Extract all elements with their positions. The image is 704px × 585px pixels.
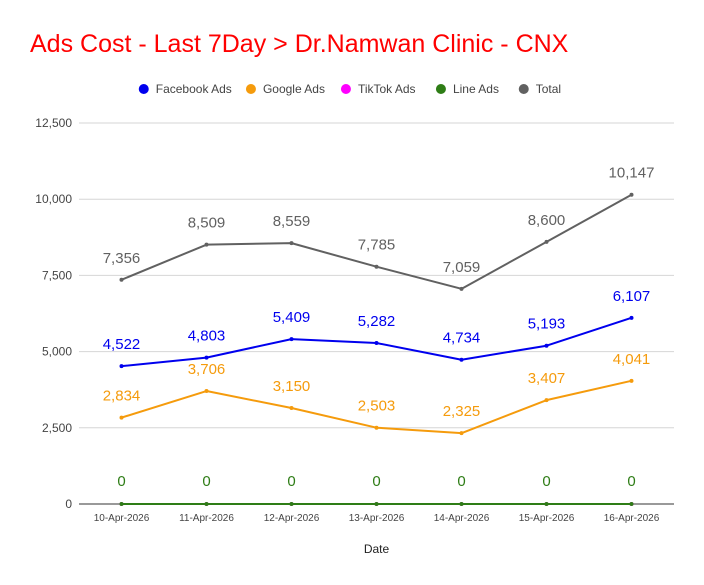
data-label: 0 <box>372 473 380 490</box>
data-label: 0 <box>542 473 550 490</box>
data-point <box>119 364 124 369</box>
x-tick-label: 14-Apr-2026 <box>434 513 490 524</box>
legend-marker <box>518 84 529 94</box>
data-point <box>629 192 634 197</box>
data-point <box>459 431 464 436</box>
data-label: 0 <box>627 473 635 490</box>
data-label: 6,107 <box>613 288 651 305</box>
data-label: 4,522 <box>103 336 141 353</box>
data-point <box>459 502 464 506</box>
data-label: 0 <box>457 473 465 490</box>
data-label: 3,150 <box>273 378 311 395</box>
y-tick-label: 5,000 <box>42 345 72 359</box>
legend-marker <box>435 84 446 94</box>
data-point <box>119 502 124 506</box>
data-label: 5,193 <box>528 316 566 333</box>
data-label: 5,409 <box>273 309 311 326</box>
data-point <box>289 241 294 246</box>
data-label: 0 <box>117 473 125 490</box>
data-point <box>544 239 549 244</box>
data-point <box>629 502 634 506</box>
x-tick-label: 15-Apr-2026 <box>519 513 575 524</box>
data-point <box>374 425 379 430</box>
data-label: 7,785 <box>358 237 396 254</box>
data-label: 2,834 <box>103 388 141 405</box>
data-point <box>289 502 294 506</box>
data-point <box>119 277 124 282</box>
x-tick-label: 10-Apr-2026 <box>94 513 150 524</box>
data-point <box>459 286 464 291</box>
data-point <box>289 337 294 342</box>
data-point <box>289 405 294 410</box>
data-point <box>374 264 379 269</box>
y-tick-label: 7,500 <box>42 268 72 282</box>
chart-title: Ads Cost - Last 7Day > Dr.Namwan Clinic … <box>30 30 569 58</box>
x-tick-label: 11-Apr-2026 <box>179 513 234 524</box>
data-label: 3,706 <box>188 361 226 378</box>
data-point <box>544 398 549 403</box>
legend-label: Line Ads <box>453 82 499 96</box>
x-axis-title: Date <box>364 542 390 556</box>
x-tick-label: 13-Apr-2026 <box>349 513 405 524</box>
data-label: 4,041 <box>613 351 651 368</box>
data-label: 0 <box>202 473 210 490</box>
data-label: 2,503 <box>358 398 396 415</box>
data-point <box>204 502 209 506</box>
data-label: 8,559 <box>273 213 311 230</box>
data-label: 2,325 <box>443 403 481 420</box>
y-tick-label: 12,500 <box>35 116 72 130</box>
data-point <box>374 502 379 506</box>
x-tick-label: 12-Apr-2026 <box>264 513 320 524</box>
data-point <box>374 341 379 346</box>
legend-label: TikTok Ads <box>358 82 416 96</box>
y-tick-label: 0 <box>65 497 72 511</box>
data-point <box>459 357 464 362</box>
y-tick-label: 2,500 <box>42 421 72 435</box>
data-label: 4,803 <box>188 328 226 345</box>
data-point <box>204 389 209 394</box>
data-label: 10,147 <box>609 165 655 182</box>
data-point <box>629 378 634 383</box>
legend-label: Google Ads <box>263 82 325 96</box>
data-label: 0 <box>287 473 295 490</box>
data-label: 7,356 <box>103 250 141 267</box>
data-point <box>629 315 634 320</box>
legend-label: Facebook Ads <box>156 82 232 96</box>
data-label: 7,059 <box>443 259 481 276</box>
data-label: 8,509 <box>188 215 226 232</box>
data-label: 8,600 <box>528 212 566 229</box>
legend-marker <box>340 84 351 94</box>
data-point <box>119 415 124 420</box>
y-tick-label: 10,000 <box>35 192 72 206</box>
data-label: 5,282 <box>358 313 396 330</box>
data-point <box>544 343 549 348</box>
data-label: 3,407 <box>528 370 566 387</box>
legend-label: Total <box>536 82 561 96</box>
data-point <box>204 242 209 247</box>
legend-marker <box>138 84 149 94</box>
x-tick-label: 16-Apr-2026 <box>604 513 660 524</box>
data-point <box>544 502 549 506</box>
data-point <box>204 355 209 360</box>
legend-marker <box>245 84 256 94</box>
data-label: 4,734 <box>443 330 481 347</box>
